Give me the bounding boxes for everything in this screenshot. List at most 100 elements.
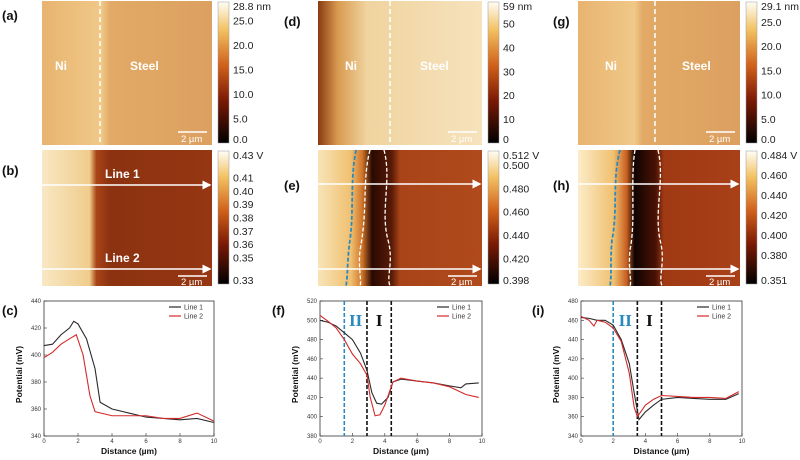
colorbar-tick-label: 30 [503, 66, 515, 78]
scale-label: 2 µm [181, 277, 202, 288]
scale-label: 2 µm [181, 134, 202, 145]
colorbar-tick-label: 0.351 [761, 275, 787, 287]
y-tick-label: 440 [568, 338, 579, 344]
y-tick-label: 340 [568, 434, 579, 440]
plot-1: 0 2 4 6 8 10 380 400 420 440 460 480 500 520 Distance … [290, 299, 486, 456]
colorbar-tick-label: 0.41 [233, 173, 254, 185]
label-ni: Ni [345, 59, 357, 73]
colorbar-tick-label: 0.39 [233, 199, 254, 211]
legend-label: Line 2 [184, 314, 203, 321]
plot-2: 0 2 4 6 8 10 340 360 380 400 420 440 460 480 Distance … [551, 299, 746, 456]
colorbar-tick-label: 5.0 [233, 114, 248, 126]
label-ni: Ni [55, 59, 67, 73]
line-2-label: Line 2 [105, 251, 140, 265]
label-steel: Steel [682, 59, 711, 73]
legend-label: Line 2 [452, 314, 471, 321]
y-tick-label: 420 [568, 357, 579, 363]
x-tick-label: 10 [739, 439, 746, 445]
colorbar-tick-label: 59 nm [503, 1, 532, 13]
x-tick-label: 6 [676, 439, 680, 445]
colorbar-tick-label: 20 [503, 90, 515, 102]
region-label: II [349, 311, 363, 330]
colorbar-tick-label: 20.0 [761, 41, 782, 53]
colorbar-a: 28.8 nm 25.0 20.0 15.0 10.0 5.0 0.0 [217, 1, 271, 146]
panel-letter: (c) [2, 303, 18, 318]
x-tick-label: 0 [318, 439, 322, 445]
potential-map [318, 150, 482, 286]
y-tick-label: 460 [568, 318, 579, 324]
series-line-1 [580, 316, 740, 421]
colorbar-tick-label: 28.8 nm [233, 1, 271, 13]
colorbar-tick-label: 0.36 [233, 239, 254, 251]
potential-map [42, 150, 212, 286]
panel-b: (b) Line 1 Line 2 2 µm [2, 150, 212, 288]
y-tick-label: 520 [307, 299, 318, 305]
y-tick-label: 360 [568, 415, 579, 421]
y-tick-label: 420 [307, 395, 318, 401]
x-tick-label: 4 [110, 439, 114, 445]
colorbar-tick-label: 0.400 [761, 230, 787, 242]
colorbar-tick-label: 0.33 [233, 275, 254, 287]
topography-image [578, 1, 740, 145]
colorbar-tick-label: 0.35 [233, 252, 254, 264]
colorbar-tick-label: 0.43 V [233, 150, 263, 162]
colorbar-tick-label: 0.440 [503, 230, 529, 242]
plot-letters: (c) (f) (i) [2, 303, 544, 318]
potential-map [578, 150, 740, 286]
y-tick-label: 360 [31, 407, 42, 413]
colorbar-tick-label: 0.460 [503, 207, 529, 219]
x-tick-label: 8 [448, 439, 452, 445]
colorbar-tick-label: 0.0 [761, 134, 776, 146]
panel-h: (h) 2 µm [553, 149, 740, 288]
colorbar-tick-label: 0.460 [761, 170, 787, 182]
colorbar-tick-label: 0.398 [503, 275, 529, 287]
scale-label: 2 µm [709, 134, 730, 145]
label-steel: Steel [130, 59, 159, 73]
legend-label: Line 1 [452, 305, 471, 312]
label-steel: Steel [420, 59, 449, 73]
colorbar-tick-label: 0.484 V [761, 150, 797, 162]
colorbar-tick-label: 0.420 [503, 253, 529, 265]
region-label: I [376, 311, 383, 330]
plot-frame [319, 300, 483, 437]
x-axis-label: Distance (µm) [373, 446, 429, 456]
colorbar-tick-label: 25.0 [233, 16, 254, 28]
y-tick-label: 380 [568, 395, 579, 401]
legend-label: Line 2 [712, 314, 731, 321]
panel-letter: (f) [272, 303, 285, 318]
x-tick-label: 0 [42, 439, 46, 445]
y-tick-label: 480 [568, 299, 579, 305]
colorbar-tick-label: 0.40 [233, 186, 254, 198]
colorbar-tick-label: 0.37 [233, 226, 254, 238]
colorbar-tick-label: 50 [503, 19, 515, 31]
y-tick-label: 420 [31, 326, 42, 332]
colorbar-tick-label: 15.0 [233, 65, 254, 77]
colorbar-tick-label: 20.0 [233, 40, 254, 52]
y-tick-label: 400 [307, 415, 318, 421]
region-label: II [619, 311, 633, 330]
colorbar-tick-label: 0.420 [761, 210, 787, 222]
colorbar-tick-label: 0.0 [233, 134, 248, 146]
panel-g: (g) Ni Steel 2 µm [553, 1, 740, 145]
x-tick-label: 10 [479, 439, 486, 445]
colorbar-gradient [745, 150, 758, 285]
panel-letter: (a) [2, 8, 18, 23]
colorbar-tick-label: 5.0 [761, 114, 776, 126]
colorbar-gradient [217, 150, 230, 285]
topography-image [318, 1, 482, 145]
panel-d: (d) Ni Steel 2 µm [284, 1, 482, 145]
colorbar-tick-label: 29.1 nm [761, 1, 799, 13]
colorbar-tick-label: 10 [503, 114, 515, 126]
y-tick-label: 380 [31, 380, 42, 386]
colorbar-g: 29.1 nm 25.0 20.0 15.0 10.0 5.0 0.0 [745, 1, 799, 146]
panel-letter: (h) [553, 178, 570, 193]
panel-letter: (i) [532, 303, 544, 318]
legend-label: Line 1 [712, 305, 731, 312]
scale-label: 2 µm [709, 277, 730, 288]
plot-0: 0 2 4 6 8 10 340 360 380 400 420 440 Distance (µm) Po… [14, 299, 218, 456]
colorbar-gradient [217, 1, 230, 144]
topography-image [42, 1, 212, 145]
x-tick-label: 2 [612, 439, 616, 445]
series-line-1 [319, 319, 479, 405]
y-axis-label: Potential (mV) [551, 346, 561, 403]
